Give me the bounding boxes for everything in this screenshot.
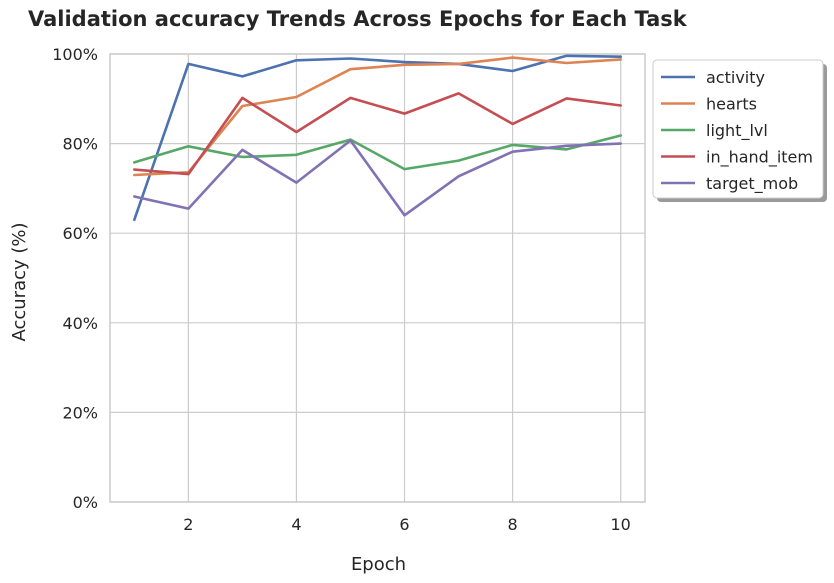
series-line-activity [133,54,623,222]
legend: activity hearts light_lvl in_hand_itemtarge… [652,59,827,202]
legend-label: in_hand_item [706,148,813,168]
series-line-light-lvl [133,134,623,171]
legend-label: hearts [706,95,757,114]
series-layer [133,54,623,222]
series-line-hearts [133,56,623,177]
legend-item-light-lvl: light_lvl [661,121,768,141]
chart-title: Validation accuracy Trends Across Epochs… [28,7,688,31]
legend-label: activity [706,68,765,87]
x-tick-label: 10 [611,515,631,534]
x-tick-label: 4 [291,515,301,534]
y-tick-labels: 0% 20% 40% 60% 80% 100% [52,45,98,512]
grid-layer [110,53,645,503]
x-tick-labels: 2 4 6 8 10 [183,515,631,534]
legend-box [652,59,824,199]
x-tick-label: 6 [399,515,409,534]
legend-items: activity hearts light_lvl in_hand_itemtarge… [661,68,813,194]
y-tick-label: 60% [62,224,98,243]
x-tick-label: 8 [508,515,518,534]
legend-label: target_mob [706,174,798,194]
series-line-target-mob [133,139,623,217]
x-tick-label: 2 [183,515,193,534]
y-tick-label: 0% [73,493,98,512]
series-line-in-hand-item [133,92,623,176]
y-tick-label: 100% [52,45,98,64]
plot-frame [109,53,646,503]
y-tick-label: 80% [62,135,98,154]
x-axis-label: Epoch [351,554,406,575]
legend-label: light_lvl [706,121,768,141]
y-tick-label: 40% [62,314,98,333]
y-tick-label: 20% [62,403,98,422]
legend-item-activity: activity [661,68,765,87]
legend-item-in-hand-item: in_hand_item [661,148,813,168]
y-axis-label: Accuracy (%) [9,222,30,341]
legend-item-target-mob: target_mob [661,174,798,194]
legend-item-hearts: hearts [661,95,757,114]
